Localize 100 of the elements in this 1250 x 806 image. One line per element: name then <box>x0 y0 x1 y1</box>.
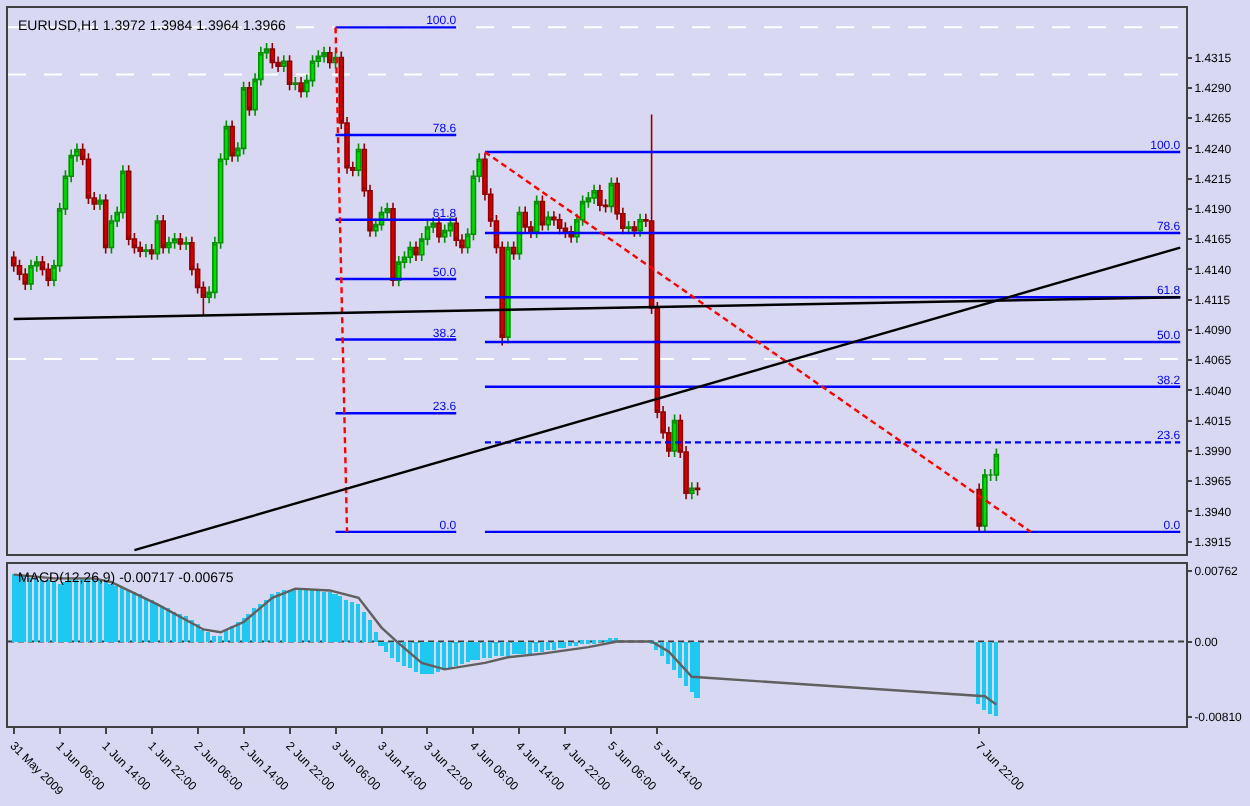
bar <box>224 630 228 643</box>
bar <box>994 642 998 717</box>
candlestick <box>143 243 149 259</box>
bar <box>138 594 142 643</box>
candlestick <box>16 258 23 282</box>
bar <box>528 642 532 655</box>
bar <box>338 596 342 643</box>
bar <box>328 592 332 643</box>
bar <box>206 632 210 643</box>
candlestick <box>85 152 92 205</box>
bar <box>120 588 124 643</box>
bar <box>316 590 320 643</box>
bar <box>154 604 158 643</box>
candlestick <box>637 212 643 238</box>
candlestick <box>10 250 17 273</box>
candlestick <box>453 216 460 248</box>
candlestick <box>390 202 396 288</box>
bar <box>270 594 274 643</box>
bar <box>356 604 360 643</box>
bar <box>454 642 458 667</box>
candlestick <box>298 76 304 99</box>
bar <box>52 582 56 643</box>
bar <box>436 642 440 673</box>
bar <box>546 642 550 651</box>
bar <box>258 604 262 643</box>
candlestick <box>545 210 551 232</box>
candlestick <box>976 482 982 533</box>
bar <box>552 642 556 651</box>
bar <box>430 642 434 675</box>
bar <box>104 582 108 643</box>
bar <box>126 590 130 643</box>
bar <box>390 642 394 659</box>
bar <box>414 642 418 673</box>
bar <box>420 642 424 675</box>
bar <box>512 642 516 655</box>
bar <box>178 614 182 643</box>
candlestick <box>28 258 34 291</box>
bar <box>558 642 562 649</box>
bar <box>976 642 980 705</box>
bar <box>448 642 452 669</box>
bar <box>466 642 470 663</box>
candlestick <box>321 45 327 64</box>
candlestick <box>45 262 52 288</box>
bar <box>988 642 992 715</box>
bar <box>58 584 62 643</box>
bar <box>166 608 170 643</box>
bar <box>276 592 280 643</box>
bar <box>310 590 314 643</box>
bar <box>160 606 164 643</box>
bar <box>22 576 26 643</box>
bar <box>132 592 136 643</box>
bar <box>74 578 78 643</box>
candlestick <box>137 240 143 259</box>
bar <box>98 580 102 643</box>
candlestick <box>395 255 402 288</box>
candlestick <box>292 76 299 92</box>
candlestick <box>551 210 557 227</box>
bar <box>476 642 480 661</box>
candlestick <box>177 232 184 251</box>
bar <box>212 636 216 643</box>
bar <box>562 642 566 649</box>
bar <box>68 580 72 643</box>
bar <box>298 590 302 643</box>
bar <box>150 600 154 643</box>
candlestick <box>982 468 988 533</box>
bar <box>114 586 118 643</box>
bar <box>540 642 544 653</box>
candlestick <box>229 119 235 163</box>
bar <box>40 580 44 643</box>
bar <box>982 642 986 711</box>
candlestick <box>407 240 414 265</box>
bar <box>288 590 292 643</box>
bar <box>470 642 476 661</box>
bar <box>92 578 96 643</box>
bar <box>252 608 256 643</box>
bar <box>282 590 286 643</box>
candlestick <box>183 235 189 251</box>
candlestick <box>326 45 333 70</box>
bar <box>28 578 32 643</box>
bar <box>488 642 492 659</box>
candlestick <box>97 193 103 211</box>
bar <box>694 642 700 699</box>
bar <box>172 612 176 643</box>
candlestick <box>120 164 126 220</box>
bar <box>12 574 16 643</box>
bar <box>522 642 526 655</box>
bar <box>292 590 296 643</box>
candlestick <box>102 193 109 255</box>
bar <box>500 642 504 657</box>
bar <box>482 642 486 659</box>
line-series <box>12 573 998 706</box>
candlestick <box>522 205 528 234</box>
bar <box>46 580 50 643</box>
bar <box>34 578 38 643</box>
candlestick <box>436 216 442 244</box>
candlestick <box>993 447 1000 482</box>
bar <box>506 642 510 657</box>
candlestick <box>160 214 166 255</box>
bar <box>144 598 148 643</box>
candlestick <box>166 235 172 255</box>
